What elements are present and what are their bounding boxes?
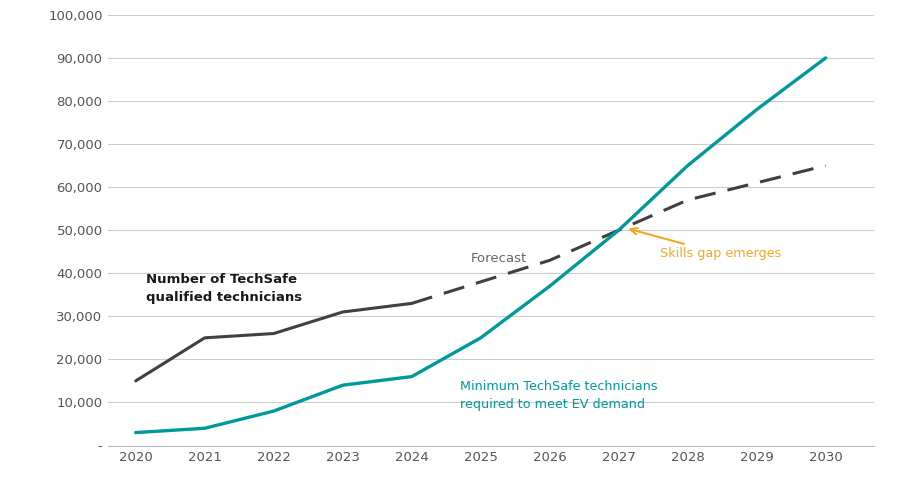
Text: Forecast: Forecast [470,251,526,265]
Text: Minimum TechSafe technicians
required to meet EV demand: Minimum TechSafe technicians required to… [460,381,658,411]
Text: Number of TechSafe
qualified technicians: Number of TechSafe qualified technicians [146,273,302,304]
Text: Skills gap emerges: Skills gap emerges [631,228,781,260]
